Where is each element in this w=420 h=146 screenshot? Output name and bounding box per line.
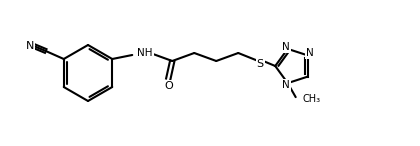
Text: S: S	[257, 59, 264, 69]
Text: O: O	[165, 81, 173, 91]
Text: N: N	[26, 41, 34, 51]
Text: N: N	[282, 80, 289, 90]
Text: N: N	[306, 48, 314, 58]
Text: CH₃: CH₃	[303, 94, 321, 104]
Text: N: N	[282, 42, 289, 52]
Text: NH: NH	[137, 48, 153, 58]
